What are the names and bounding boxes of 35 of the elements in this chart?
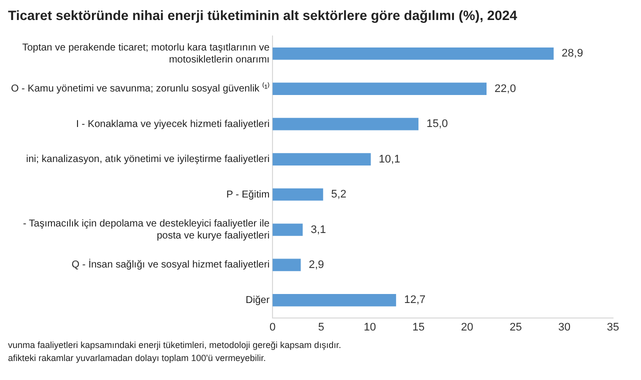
x-tick-label: 20 [460,321,474,334]
bar [272,258,301,272]
text: afikteki rakamlar yuvarlamadan dolayı toplam 100'ü vermeyebilir. [8,353,267,363]
y-tick-label: - Taşımacılık için depolama ve destekleyici faaliyetler ile posta ve kurye faaliyetleri [22,218,270,242]
y-tick-label: Diğer [246,294,270,306]
x-tick-label: 5 [318,321,324,334]
y-tick-label: Q - İnsan sağlığı ve sosyal hizmet faaliyetleri [72,258,270,271]
bar [272,188,324,201]
bar [272,82,487,95]
data-label: 10,1 [378,153,400,166]
bar [272,224,303,236]
x-tick-label: 25 [510,321,522,334]
bar [272,118,418,130]
bar [272,47,554,60]
bar [272,294,396,306]
chart-title: Ticaret sektöründe nihai enerji tüketiminin alt sektörlere göre dağılımı (%), 2024 [8,8,518,23]
y-tick-label: Toptan ve perakende ticaret; motorlu kara taşıtlarının ve motosikletlerin onarımı [22,42,270,66]
data-label: 5,2 [331,188,346,201]
data-label: 22,0 [494,82,516,95]
y-tick-label: ini; kanalizasyon, atık yönetimi ve iyileştirme faaliyetleri [26,154,270,166]
text: vunma faaliyetleri kapsamındaki enerji tüketimleri, metodoloji gereği kapsam dışıdır. [8,340,342,350]
data-label: 2,9 [308,258,324,271]
bar [272,153,371,166]
x-tick-label: 10 [364,321,376,334]
x-tick-label: 15 [412,321,425,334]
y-tick-label: I - Konaklama ve yiyecek hizmeti faaliyetleri [76,118,270,130]
data-label: 15,0 [426,118,448,130]
data-label: 3,1 [310,224,326,236]
x-tick-label: 30 [558,321,570,334]
data-label: 12,7 [404,294,426,306]
y-tick-label: O - Kamu yönetimi ve savunma; zorunlu sosyal güvenlik ⁽¹⁾ [10,82,270,95]
x-tick-label: 35 [606,321,620,334]
data-label: 28,9 [562,48,584,60]
x-tick-label: 0 [269,321,276,334]
y-tick-label: P - Eğitim [226,189,270,200]
